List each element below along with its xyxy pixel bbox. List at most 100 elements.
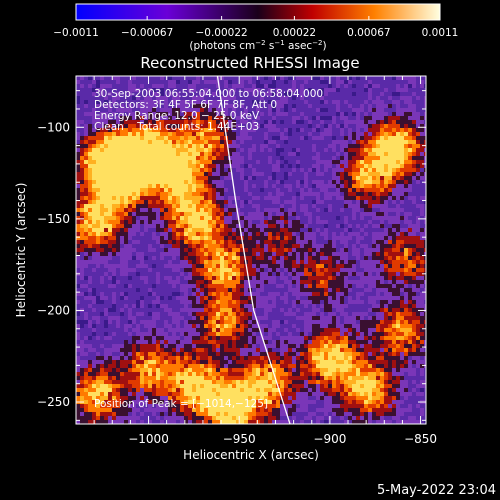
heatmap-pixel xyxy=(104,112,109,117)
heatmap-pixel xyxy=(124,192,129,197)
image-area xyxy=(76,76,426,424)
heatmap-pixel xyxy=(220,364,225,369)
heatmap-pixel xyxy=(216,132,221,137)
heatmap-pixel xyxy=(228,144,233,149)
heatmap-pixel xyxy=(144,380,149,385)
heatmap-pixel xyxy=(160,172,165,177)
heatmap-pixel xyxy=(272,260,277,265)
heatmap-pixel xyxy=(280,140,285,145)
heatmap-pixel xyxy=(120,292,125,297)
heatmap-pixel xyxy=(284,120,289,125)
heatmap-pixel xyxy=(92,400,97,405)
heatmap-pixel xyxy=(280,380,285,385)
heatmap-pixel xyxy=(148,392,153,397)
heatmap-pixel xyxy=(240,220,245,225)
heatmap-pixel xyxy=(232,120,237,125)
heatmap-pixel xyxy=(240,88,245,93)
heatmap-pixel xyxy=(188,244,193,249)
heatmap-pixel xyxy=(292,128,297,133)
heatmap-pixel xyxy=(144,252,149,257)
heatmap-pixel xyxy=(172,212,177,217)
heatmap-pixel xyxy=(256,328,261,333)
heatmap-pixel xyxy=(200,360,205,365)
heatmap-pixel xyxy=(84,76,89,81)
heatmap-pixel xyxy=(268,208,273,213)
heatmap-pixel xyxy=(280,232,285,237)
heatmap-pixel xyxy=(256,132,261,137)
heatmap-pixel xyxy=(200,272,205,277)
heatmap-pixel xyxy=(300,332,305,337)
heatmap-pixel xyxy=(100,172,105,177)
heatmap-pixel xyxy=(84,84,89,89)
heatmap-pixel xyxy=(276,176,281,181)
heatmap-pixel xyxy=(132,240,137,245)
heatmap-pixel xyxy=(124,80,129,85)
heatmap-pixel xyxy=(196,96,201,101)
heatmap-pixel xyxy=(152,372,157,377)
heatmap-pixel xyxy=(260,396,265,401)
heatmap-pixel xyxy=(88,340,93,345)
heatmap-pixel xyxy=(252,152,257,157)
heatmap-pixel xyxy=(140,256,145,261)
heatmap-pixel xyxy=(224,308,229,313)
heatmap-pixel xyxy=(164,372,169,377)
heatmap-pixel xyxy=(196,244,201,249)
heatmap-pixel xyxy=(92,280,97,285)
heatmap-pixel xyxy=(224,336,229,341)
heatmap-pixel xyxy=(148,80,153,85)
heatmap-pixel xyxy=(148,156,153,161)
heatmap-pixel xyxy=(152,224,157,229)
heatmap-pixel xyxy=(160,408,165,413)
heatmap-pixel xyxy=(80,244,85,249)
heatmap-pixel xyxy=(288,120,293,125)
heatmap-pixel xyxy=(144,208,149,213)
heatmap-pixel xyxy=(296,264,301,269)
heatmap-pixel xyxy=(176,168,181,173)
heatmap-pixel xyxy=(120,160,125,165)
heatmap-pixel xyxy=(172,136,177,141)
heatmap-pixel xyxy=(136,400,141,405)
heatmap-pixel xyxy=(120,124,125,129)
heatmap-pixel xyxy=(204,328,209,333)
heatmap-pixel xyxy=(272,264,277,269)
heatmap-pixel xyxy=(192,100,197,105)
heatmap-pixel xyxy=(228,132,233,137)
heatmap-pixel xyxy=(164,76,169,81)
heatmap-pixel xyxy=(140,136,145,141)
heatmap-pixel xyxy=(92,328,97,333)
heatmap-pixel xyxy=(76,216,81,221)
heatmap-pixel xyxy=(268,104,273,109)
heatmap-pixel xyxy=(232,172,237,177)
heatmap-pixel xyxy=(136,108,141,113)
heatmap-pixel xyxy=(288,416,293,421)
heatmap-pixel xyxy=(232,128,237,133)
heatmap-pixel xyxy=(108,188,113,193)
heatmap-pixel xyxy=(92,136,97,141)
heatmap-pixel xyxy=(248,208,253,213)
heatmap-pixel xyxy=(164,292,169,297)
heatmap-pixel xyxy=(144,120,149,125)
heatmap-pixel xyxy=(240,316,245,321)
heatmap-pixel xyxy=(156,196,161,201)
heatmap-pixel xyxy=(132,332,137,337)
heatmap-pixel xyxy=(220,392,225,397)
heatmap-pixel xyxy=(248,372,253,377)
heatmap-pixel xyxy=(128,104,133,109)
heatmap-pixel xyxy=(232,392,237,397)
heatmap-pixel xyxy=(96,268,101,273)
heatmap-pixel xyxy=(240,336,245,341)
heatmap-pixel xyxy=(148,236,153,241)
heatmap-pixel xyxy=(184,312,189,317)
heatmap-pixel xyxy=(252,356,257,361)
heatmap-pixel xyxy=(228,84,233,89)
heatmap-pixel xyxy=(228,208,233,213)
heatmap-pixel xyxy=(236,256,241,261)
heatmap-pixel xyxy=(164,260,169,265)
heatmap-pixel xyxy=(120,304,125,309)
heatmap-pixel xyxy=(232,340,237,345)
heatmap-pixel xyxy=(284,156,289,161)
heatmap-pixel xyxy=(248,168,253,173)
heatmap-pixel xyxy=(168,196,173,201)
heatmap-pixel xyxy=(180,96,185,101)
heatmap-pixel xyxy=(156,216,161,221)
